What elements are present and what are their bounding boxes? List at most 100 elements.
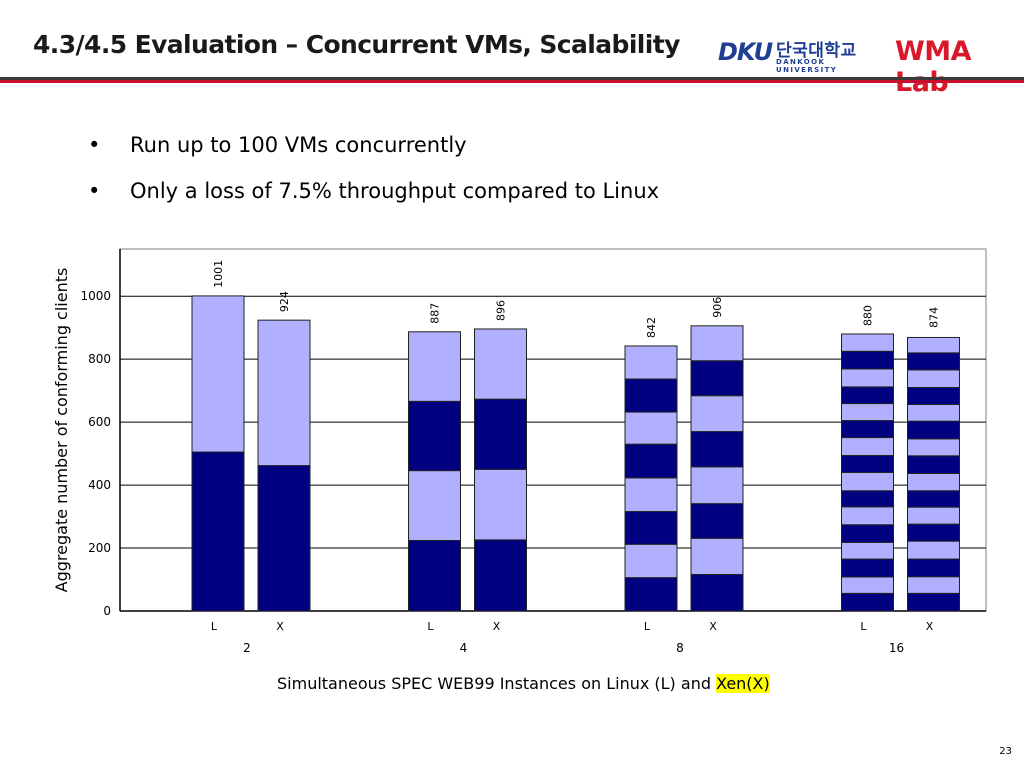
bar-segment [907,558,960,578]
bar-segment [841,506,894,526]
x-tick-label: L [427,620,434,633]
bar-segment [408,539,461,612]
bar-segment [841,471,894,492]
bullet-text: Run up to 100 VMs concurrently [130,133,467,157]
x-tick-label: X [926,620,934,633]
bar-data-label: 842 [645,317,658,338]
x-axis-title: Simultaneous SPEC WEB99 Instances on Lin… [277,674,770,693]
y-tick-label: 400 [88,478,111,492]
y-tick-label: 1000 [80,289,111,303]
bar-segment [841,490,894,508]
bar-segment [474,468,527,541]
bar-segment [624,345,678,380]
bullet-marker: • [88,133,101,157]
y-tick-label: 200 [88,541,111,555]
bar-segment [907,387,960,406]
university-korean-name: 단국대학교 [776,41,857,61]
bar-segment [841,541,894,560]
bar-segment [408,470,461,541]
bar-data-label: 924 [278,291,291,312]
bar-segment [907,438,960,457]
x-tick-label: X [493,620,501,633]
bar-segment [841,350,894,370]
bar-segment [624,378,678,413]
bar-segment [907,472,960,492]
bar-data-label: 874 [928,307,941,328]
university-english-name: DANKOOK UNIVERSITY [776,58,838,74]
bar-segment [690,360,744,397]
x-tick-label: X [276,620,284,633]
x-tick-label: L [644,620,651,633]
bar-segment [474,328,527,400]
bar-segment [841,403,894,422]
bar-segment [907,336,960,354]
bar-segment [624,577,678,612]
slide-header: 4.3/4.5 Evaluation – Concurrent VMs, Sca… [0,0,1024,98]
bar-data-label: 906 [711,297,724,318]
bullet-marker: • [88,179,101,203]
bar-segment [841,386,894,405]
bar-data-label: 1001 [212,260,225,288]
bar-segment [257,319,311,467]
x-tick-label: L [211,620,218,633]
x-group-label: 4 [460,641,468,655]
y-axis-title: Aggregate number of conforming clients [52,268,71,593]
bar-segment [841,333,894,352]
x-tick-label: L [860,620,867,633]
header-divider [0,77,1024,80]
x-group-label: 8 [676,641,684,655]
bar-segment [841,576,894,594]
bullet-text: Only a loss of 7.5% throughput compared … [130,179,660,203]
bar-segment [841,558,894,578]
bar-data-label: 896 [495,300,508,321]
y-tick-label: 600 [88,415,111,429]
bar-segment [690,537,744,575]
bar-segment [624,443,678,479]
bar-segment [624,543,678,579]
bar-segment [841,437,894,456]
bar-segment [841,368,894,388]
y-tick-label: 800 [88,352,111,366]
bar-segment [624,477,678,513]
bar-segment [907,404,960,422]
bar-segment [841,524,894,543]
bar-segment [907,490,960,508]
bar-segment [690,573,744,612]
stacked-bar-chart: 0 200 400 600 800 1000 Aggregate number of con… [52,248,987,655]
page-number: 23 [999,746,1012,757]
bar-segment [907,523,960,542]
bar-segment [841,454,894,473]
wma-lab-logo: WMA Lab [895,36,972,98]
bar-segment [690,395,744,433]
bar-segment [907,540,960,560]
bar-segment [907,455,960,474]
bar-segment [474,398,527,470]
bar-segment [907,576,960,594]
bar-segment [690,503,744,539]
bar-segment [191,451,245,612]
bar-segment [907,369,960,389]
bar-segment [257,465,311,612]
dankook-university-logo: DKU 단국대학교 DANKOOK UNIVERSITY [718,36,886,74]
bar-segment [191,295,245,453]
x-group-label: 16 [889,641,904,655]
x-group-label: 2 [243,641,251,655]
y-tick-label: 0 [103,604,111,618]
bar-segment [408,400,461,472]
bar-segment [907,506,960,525]
bar-segment [907,592,960,612]
bar-segment [907,420,960,440]
bar-segment [408,331,461,402]
header-accent-divider [0,80,1024,83]
bar-segment [841,420,894,439]
dku-logo-initials: DKU [718,38,773,66]
x-axis-title-text: Simultaneous SPEC WEB99 Instances on Lin… [277,674,717,693]
bar-data-label: 887 [429,303,442,324]
x-tick-label: X [709,620,717,633]
bar-segment [907,352,960,371]
bar-segment [690,466,744,505]
x-axis-title-highlight: Xen(X) [716,674,770,693]
bar-segment [624,511,678,545]
bar-data-label: 880 [862,305,875,326]
bar-segment [624,411,678,445]
